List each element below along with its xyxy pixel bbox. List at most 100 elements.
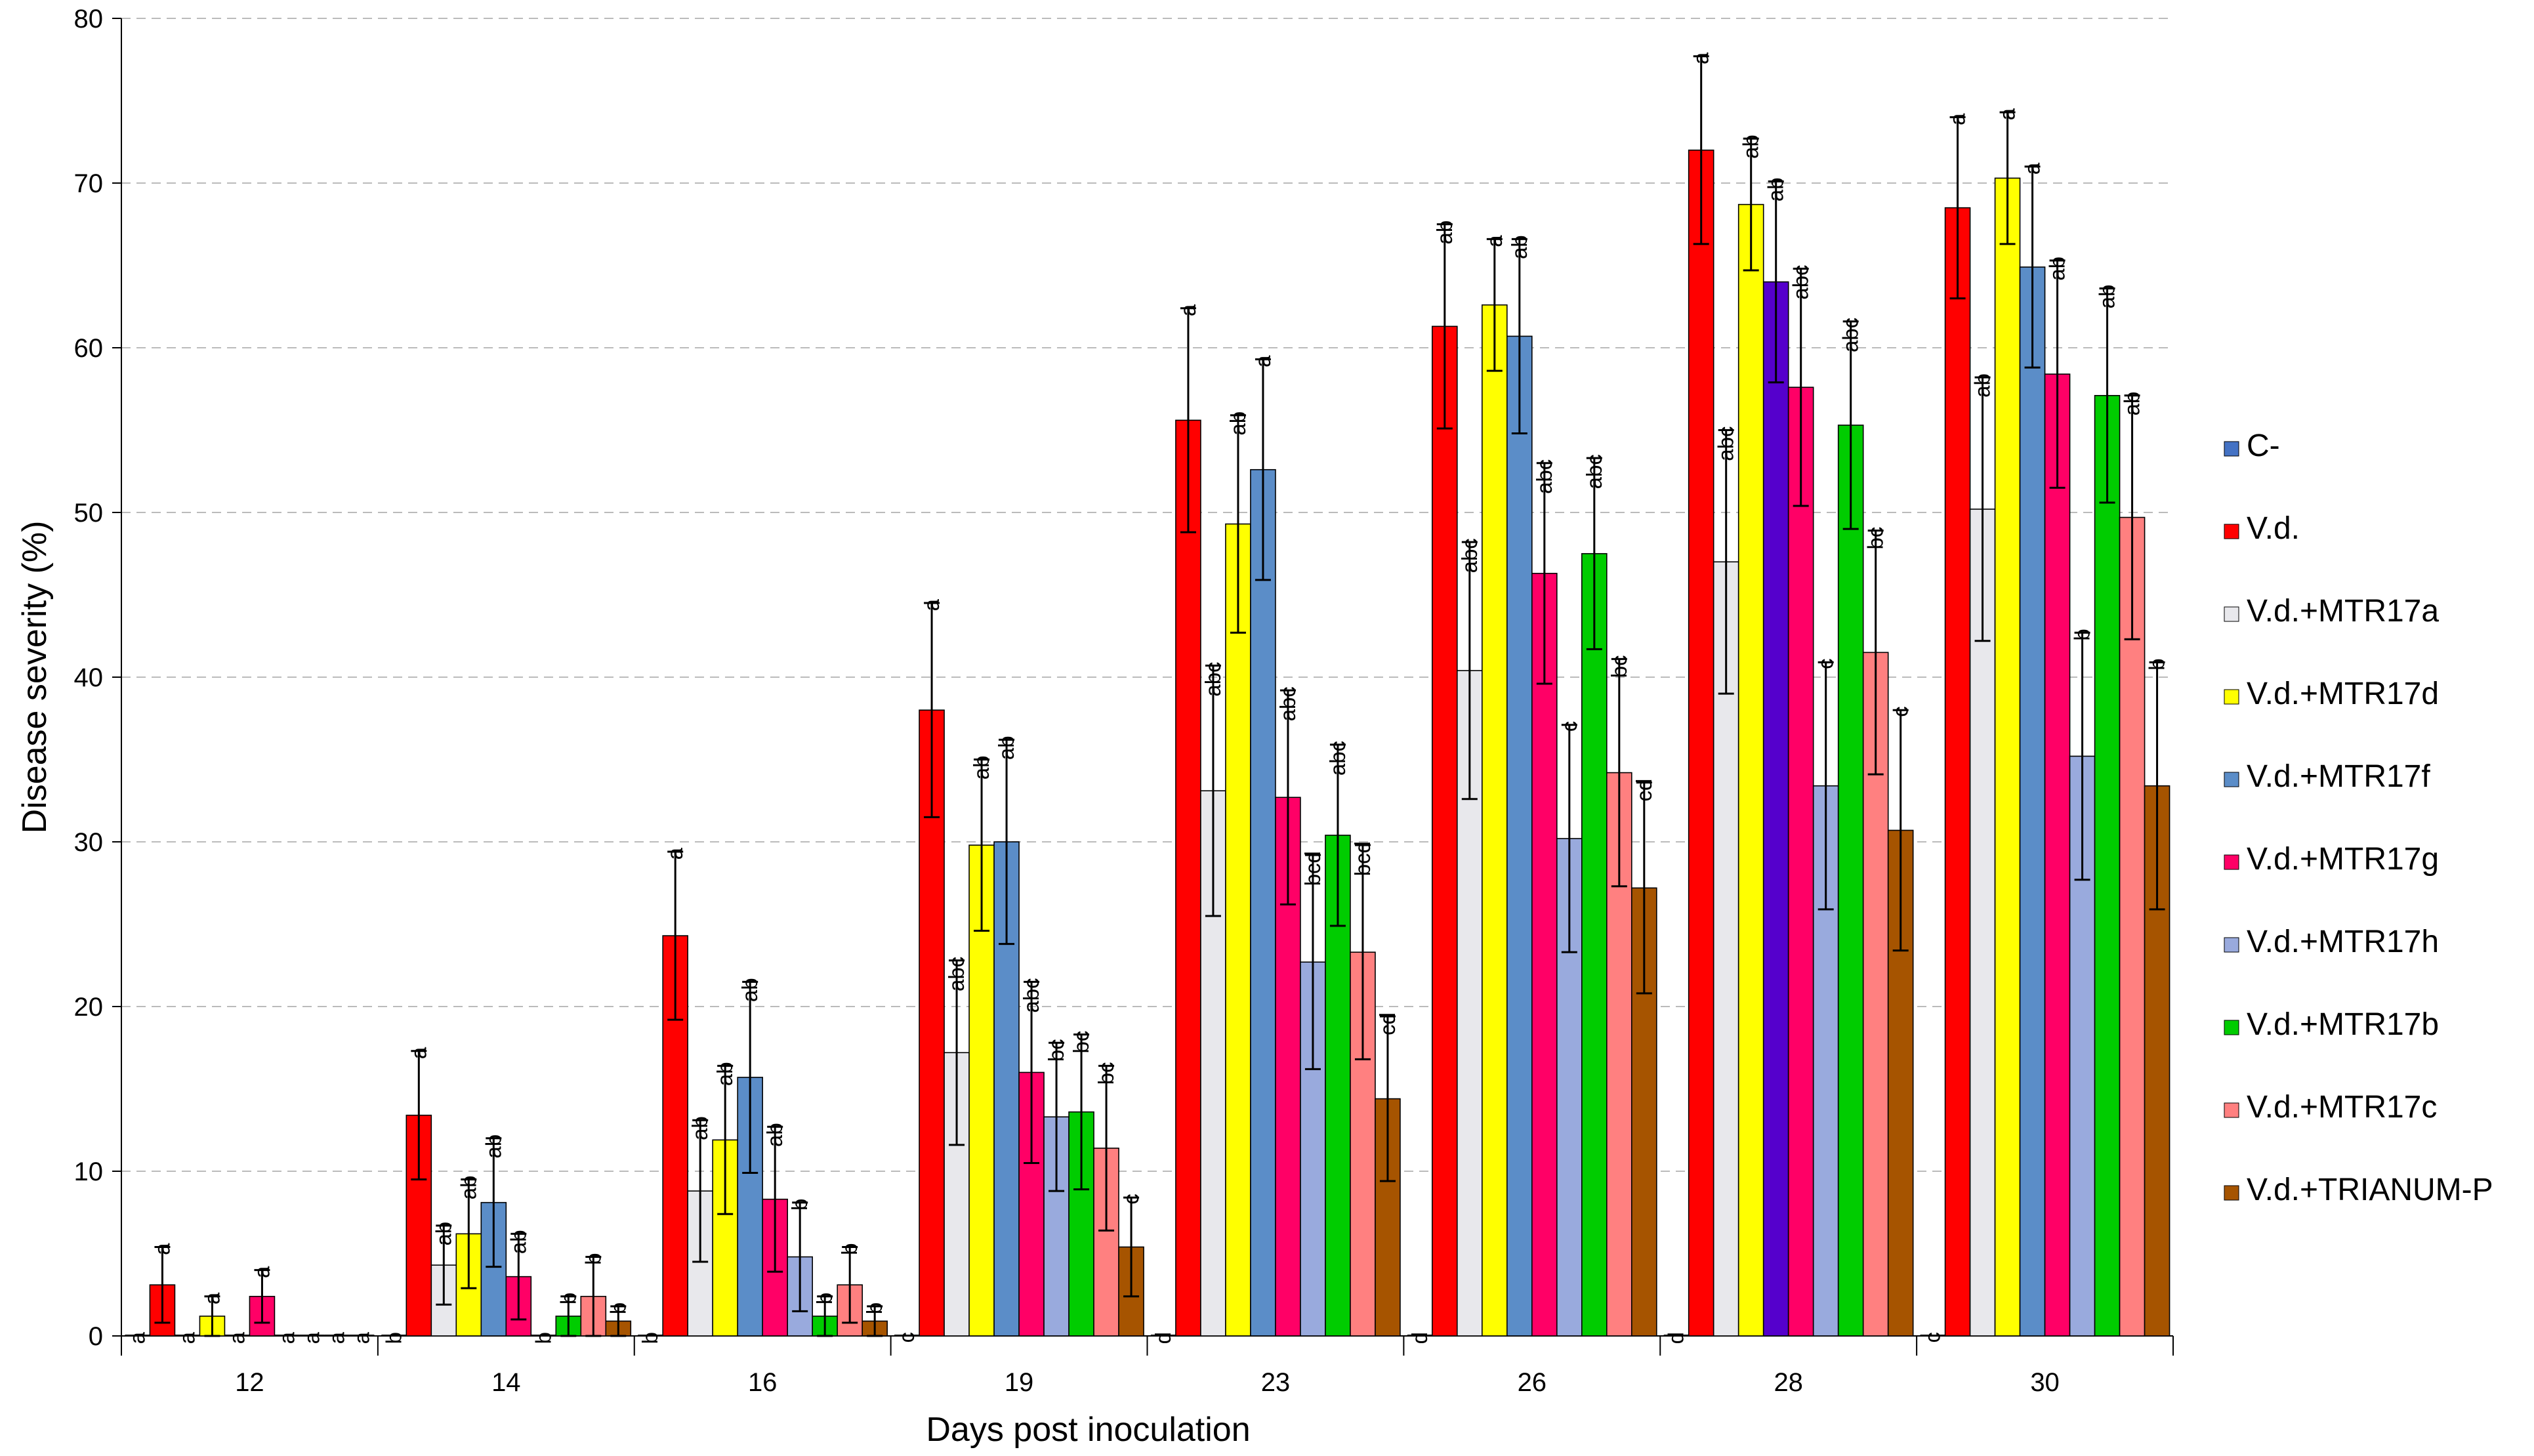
y-tick-label: 70: [74, 169, 104, 198]
bar: [2119, 516, 2146, 1337]
significance-letter: a: [1482, 235, 1506, 247]
bar: [1506, 335, 1533, 1337]
y-tick-label: 50: [74, 499, 104, 528]
bars: [125, 150, 2171, 1337]
significance-letter: a: [663, 847, 687, 860]
legend: C- V.d. V.d.+MTR17a V.d.+MTR17d V.d.+MTR17f V…: [2224, 428, 2493, 1207]
significance-letter: abc: [1457, 538, 1482, 573]
significance-letter: b: [862, 1302, 886, 1314]
significance-letter: c: [1119, 1194, 1143, 1205]
legend-swatch: [2224, 772, 2239, 787]
significance-letter: b: [556, 1293, 580, 1304]
x-tick-label: 12: [235, 1368, 264, 1397]
y-tick-label: 80: [74, 5, 104, 33]
legend-label: V.d.: [2247, 511, 2300, 546]
bar: [2019, 266, 2046, 1337]
significance-letter: ab: [994, 736, 1018, 760]
significance-letter: ab: [762, 1123, 787, 1147]
significance-letter: ab: [1739, 135, 1763, 159]
legend-swatch: [2224, 524, 2239, 539]
bar: [1994, 177, 2021, 1337]
significance-letter: ab: [737, 978, 762, 1002]
significance-letter: ab: [2095, 285, 2119, 309]
significance-letter: abc: [1714, 426, 1738, 461]
significance-letter: c: [894, 1332, 919, 1343]
legend-label: V.d.+MTR17d: [2247, 676, 2439, 711]
y-tick-label: 30: [74, 828, 104, 857]
bar: [2094, 394, 2121, 1337]
bar: [1175, 419, 1201, 1337]
significance-letter: b: [381, 1332, 405, 1344]
significance-letter: ab: [688, 1116, 712, 1140]
significance-letter: ab: [1764, 177, 1788, 201]
significance-letter: a: [299, 1331, 323, 1344]
significance-letter: a: [406, 1047, 430, 1059]
significance-letter: a: [1995, 108, 2020, 120]
significance-letter: a: [324, 1331, 348, 1344]
significance-letter: abc: [1325, 741, 1350, 776]
x-tick-label: 14: [491, 1368, 521, 1397]
significance-letter: ab: [481, 1134, 505, 1159]
significance-letter: a: [175, 1331, 199, 1344]
legend-label: V.d.+TRIANUM-P: [2247, 1173, 2493, 1207]
significance-letter: ab: [1432, 220, 1457, 245]
significance-letter: abc: [1789, 265, 1813, 300]
y-tick-label: 10: [74, 1157, 104, 1186]
significance-letter: abc: [1201, 661, 1225, 696]
significance-letter: c: [1557, 721, 1581, 732]
legend-label: V.d.+MTR17b: [2247, 1007, 2439, 1042]
y-axis-title: Disease severity (%): [16, 521, 54, 834]
significance-letter: ab: [506, 1230, 530, 1254]
significance-letter: c: [1814, 658, 1838, 669]
significance-letter: b: [787, 1199, 812, 1211]
significance-letter: ab: [969, 756, 993, 780]
significance-letter: a: [2020, 162, 2045, 175]
legend-swatch: [2224, 937, 2239, 953]
y-tick-label: 60: [74, 334, 104, 363]
y-tick-label: 0: [89, 1322, 103, 1351]
bar: [1737, 203, 1764, 1337]
significance-letter: a: [249, 1266, 274, 1278]
significance-letter: a: [919, 598, 944, 611]
significance-letter: ab: [1970, 373, 1995, 398]
significance-letter: a: [199, 1292, 224, 1304]
bar: [1787, 386, 1814, 1337]
significance-letter: a: [1176, 304, 1200, 316]
legend-label: V.d.+MTR17a: [2247, 594, 2439, 629]
legend-label: V.d.+MTR17g: [2247, 842, 2439, 877]
significance-letter: a: [349, 1331, 373, 1344]
bar: [1837, 425, 1864, 1337]
significance-letter: d: [1407, 1332, 1432, 1344]
significance-letter: cd: [1375, 1012, 1400, 1035]
significance-letter: ab: [1226, 411, 1250, 436]
bar: [1432, 325, 1458, 1337]
y-tick-label: 20: [74, 993, 104, 1022]
significance-letter: bc: [1069, 1031, 1093, 1054]
significance-letters: a b b c d d d caaaaaabaaaabababcabcabcabcabaaba…: [125, 52, 2169, 1344]
significance-letter: b: [837, 1243, 862, 1255]
legend-swatch: [2224, 1102, 2239, 1118]
legend-swatch: [2224, 441, 2239, 457]
tick-labels: 0 10 20 30 40 50 60 70 80 12 14 16 19 23 26 28 30: [74, 5, 2060, 1397]
legend-swatch: [2224, 854, 2239, 870]
significance-letter: cd: [1632, 779, 1656, 802]
x-tick-label: 30: [2030, 1368, 2060, 1397]
legend-swatch: [2224, 1020, 2239, 1035]
significance-letter: d: [1664, 1332, 1688, 1344]
y-tick-label: 40: [74, 663, 104, 692]
bar: [1969, 509, 1996, 1337]
significance-letter: ab: [2045, 257, 2069, 281]
legend-label: C-: [2247, 428, 2280, 463]
bar: [1581, 552, 1608, 1337]
significance-letter: bc: [1094, 1062, 1118, 1085]
legend-swatch: [2224, 606, 2239, 622]
significance-letter: bcd: [1300, 851, 1325, 886]
significance-letter: a: [224, 1331, 249, 1344]
significance-letter: abc: [1019, 978, 1043, 1012]
significance-letter: b: [2145, 658, 2169, 670]
significance-letter: abc: [1838, 318, 1863, 352]
x-tick-label: 26: [1518, 1368, 1547, 1397]
significance-letter: d: [1151, 1332, 1175, 1344]
